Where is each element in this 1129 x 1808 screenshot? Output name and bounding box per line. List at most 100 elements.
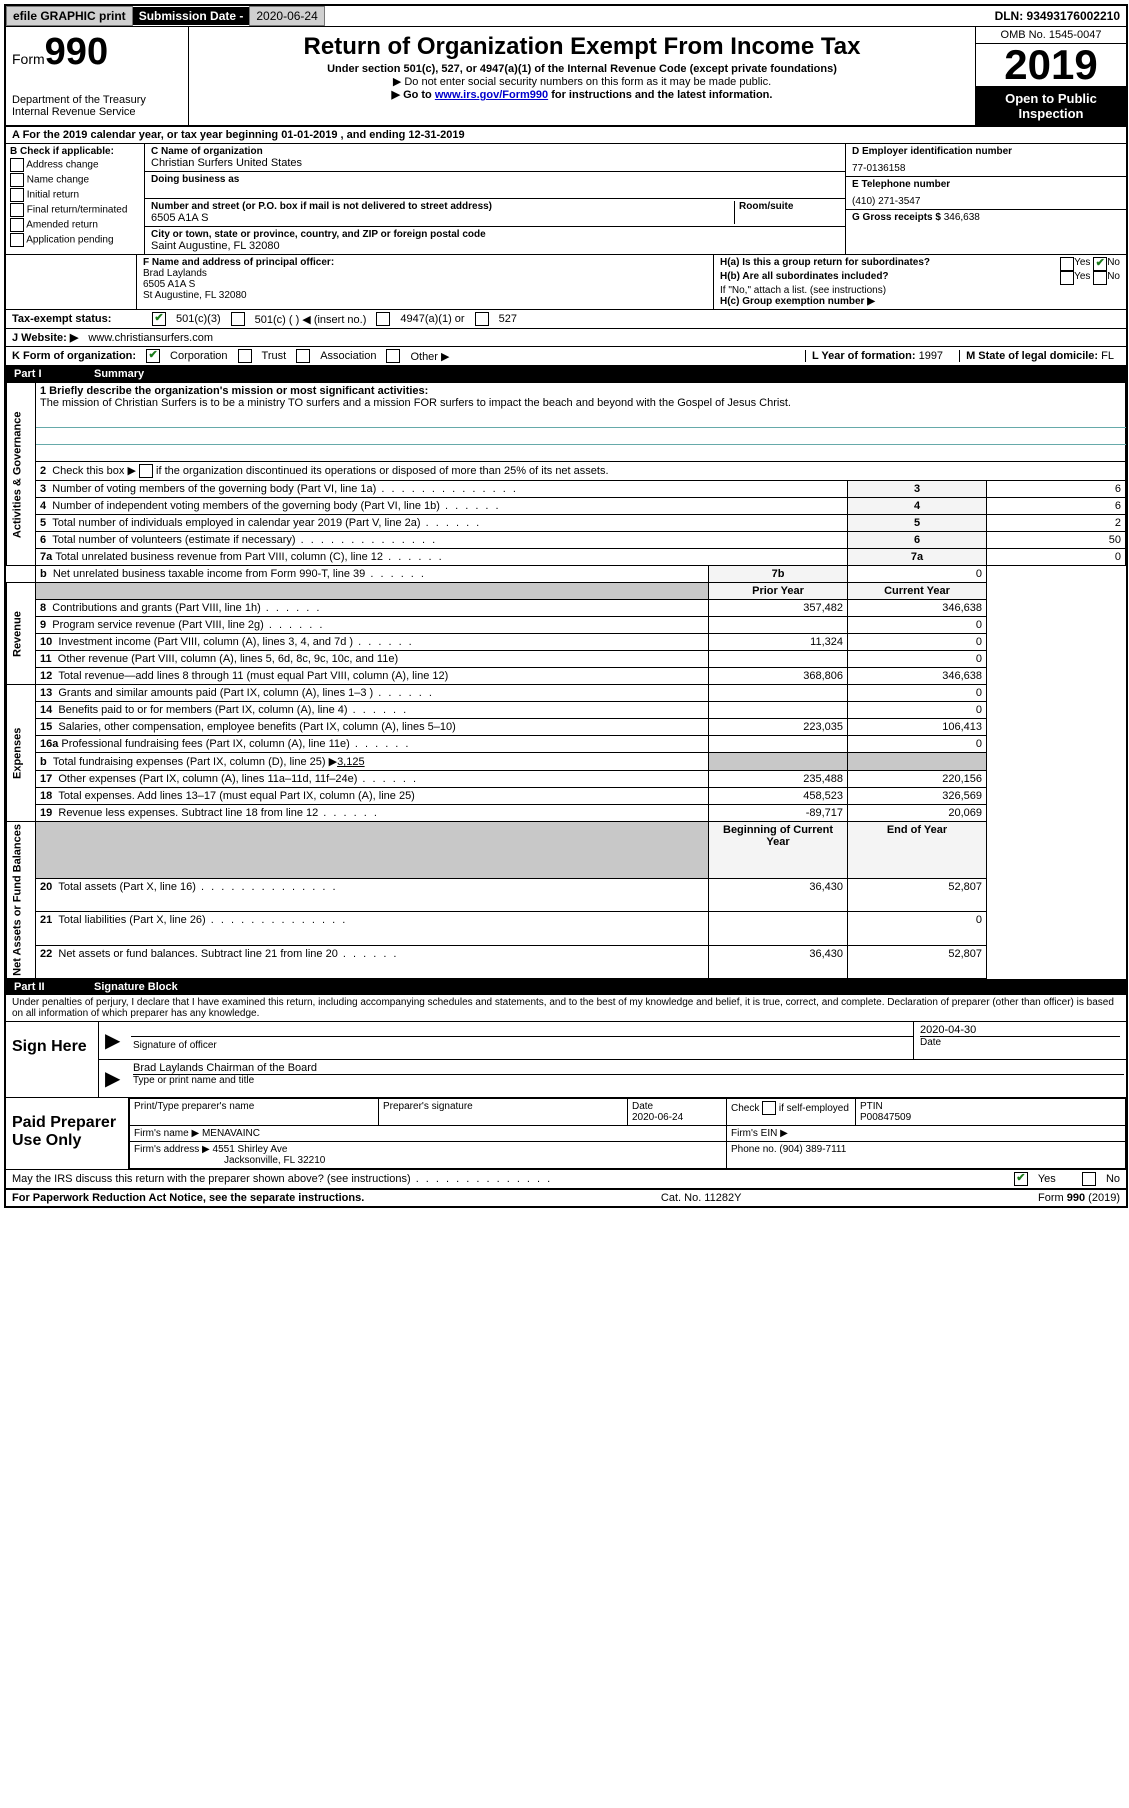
- efile-button[interactable]: efile GRAPHIC print: [6, 6, 133, 26]
- paid-preparer-label: Paid Preparer Use Only: [6, 1098, 129, 1169]
- line-a: A For the 2019 calendar year, or tax yea…: [6, 127, 1126, 144]
- subtitle-1: Under section 501(c), 527, or 4947(a)(1)…: [197, 63, 967, 75]
- address-label: Number and street (or P.O. box if mail i…: [151, 201, 734, 212]
- checkbox-discuss-yes[interactable]: [1014, 1172, 1028, 1186]
- checkbox-corporation[interactable]: [146, 349, 160, 363]
- firm-phone-label: Phone no.: [731, 1144, 777, 1155]
- checkbox-final-return[interactable]: [10, 203, 24, 217]
- checkbox-501c[interactable]: [231, 312, 245, 326]
- checkbox-application-pending[interactable]: [10, 233, 24, 247]
- paperwork-notice: For Paperwork Reduction Act Notice, see …: [12, 1192, 364, 1204]
- table-row: 19 Revenue less expenses. Subtract line …: [7, 805, 1126, 822]
- org-name-label: C Name of organization: [151, 146, 839, 157]
- checkbox-discontinued[interactable]: [139, 464, 153, 478]
- checkbox-name-change[interactable]: [10, 173, 24, 187]
- firm-addr-label: Firm's address ▶: [134, 1144, 210, 1155]
- dln: DLN: 93493176002210: [989, 7, 1126, 25]
- subtitle-2: ▶ Do not enter social security numbers o…: [197, 75, 967, 88]
- table-row: b Total fundraising expenses (Part IX, c…: [7, 753, 1126, 771]
- table-row: 22 Net assets or fund balances. Subtract…: [7, 945, 1126, 978]
- side-net-assets: Net Assets or Fund Balances: [7, 822, 36, 979]
- firm-ein-label: Firm's EIN ▶: [731, 1128, 788, 1139]
- discuss-label: May the IRS discuss this return with the…: [12, 1173, 552, 1185]
- checkbox-association[interactable]: [296, 349, 310, 363]
- officer-name: Brad Laylands: [143, 268, 707, 279]
- footer: For Paperwork Reduction Act Notice, see …: [6, 1189, 1126, 1206]
- table-row: 7a Total unrelated business revenue from…: [7, 549, 1126, 566]
- room-label: Room/suite: [739, 201, 839, 212]
- box-d-e-g: D Employer identification number 77-0136…: [845, 144, 1126, 254]
- checkbox-4947[interactable]: [376, 312, 390, 326]
- checkbox-hb-no[interactable]: [1093, 271, 1107, 285]
- preparer-date-label: Date: [632, 1101, 653, 1112]
- table-row: 21 Total liabilities (Part X, line 26)0: [7, 912, 1126, 945]
- officer-addr2: St Augustine, FL 32080: [143, 290, 707, 301]
- state-domicile-label: M State of legal domicile:: [966, 350, 1098, 362]
- part-1-header: Part I Summary: [6, 366, 1126, 382]
- submission-date-value: 2020-06-24: [249, 6, 324, 26]
- table-row: 11 Other revenue (Part VIII, column (A),…: [7, 651, 1126, 668]
- line-1-label: 1 Briefly describe the organization's mi…: [40, 385, 1121, 397]
- dba-label: Doing business as: [151, 174, 839, 185]
- h-c-label: H(c) Group exemption number ▶: [720, 296, 1120, 307]
- checkbox-501c3[interactable]: [152, 312, 166, 326]
- form-ref: Form 990 (2019): [1038, 1192, 1120, 1204]
- box-b: B Check if applicable: Address change Na…: [6, 144, 145, 254]
- firm-addr1: 4551 Shirley Ave: [213, 1144, 288, 1155]
- phone-label: E Telephone number: [852, 179, 1120, 190]
- ptin-label: PTIN: [860, 1101, 883, 1112]
- subtitle-3: ▶ Go to www.irs.gov/Form990 for instruct…: [197, 88, 967, 101]
- checkbox-ha-yes[interactable]: [1060, 257, 1074, 271]
- checkbox-address-change[interactable]: [10, 158, 24, 172]
- end-year-header: End of Year: [848, 822, 987, 879]
- table-row: 9 Program service revenue (Part VIII, li…: [7, 617, 1126, 634]
- ptin: P00847509: [860, 1112, 911, 1123]
- top-strip: efile GRAPHIC print Submission Date - 20…: [6, 6, 1126, 27]
- table-row: 20 Total assets (Part X, line 16)36,4305…: [7, 878, 1126, 911]
- form-title: Return of Organization Exempt From Incom…: [197, 33, 967, 61]
- prior-year-header: Prior Year: [709, 583, 848, 600]
- irs-link[interactable]: www.irs.gov/Form990: [435, 89, 548, 101]
- preparer-date: 2020-06-24: [632, 1112, 683, 1123]
- gross-receipts-label: G Gross receipts $: [852, 212, 941, 223]
- sign-here-block: Sign Here ▶ Signature of officer 2020-04…: [6, 1021, 1126, 1098]
- h-b-label: H(b) Are all subordinates included?: [720, 271, 889, 282]
- dept-treasury: Department of the Treasury: [12, 94, 182, 106]
- perjury-declaration: Under penalties of perjury, I declare th…: [6, 995, 1126, 1021]
- h-a-label: H(a) Is this a group return for subordin…: [720, 257, 930, 268]
- ein-label: D Employer identification number: [852, 146, 1120, 157]
- state-domicile: FL: [1101, 350, 1114, 362]
- sig-officer-label: Signature of officer: [133, 1040, 217, 1051]
- checkbox-initial-return[interactable]: [10, 188, 24, 202]
- table-row: 6 Total number of volunteers (estimate i…: [7, 532, 1126, 549]
- checkbox-hb-yes[interactable]: [1060, 271, 1074, 285]
- h-b-note: If "No," attach a list. (see instruction…: [720, 285, 1120, 296]
- checkbox-discuss-no[interactable]: [1082, 1172, 1096, 1186]
- checkbox-ha-no[interactable]: [1093, 257, 1107, 271]
- cat-no: Cat. No. 11282Y: [661, 1192, 742, 1204]
- firm-addr2: Jacksonville, FL 32210: [224, 1155, 325, 1166]
- form-header: Form990 Department of the Treasury Inter…: [6, 27, 1126, 127]
- table-row: 10 Investment income (Part VIII, column …: [7, 634, 1126, 651]
- summary-table: Activities & Governance 1 Briefly descri…: [6, 382, 1126, 979]
- irs-label: Internal Revenue Service: [12, 106, 182, 118]
- identity-grid: B Check if applicable: Address change Na…: [6, 144, 1126, 255]
- paid-preparer-block: Paid Preparer Use Only Print/Type prepar…: [6, 1098, 1126, 1170]
- checkbox-self-employed[interactable]: [762, 1101, 776, 1115]
- side-revenue: Revenue: [7, 583, 36, 685]
- box-c: C Name of organization Christian Surfers…: [145, 144, 845, 254]
- form-container: efile GRAPHIC print Submission Date - 20…: [4, 4, 1128, 1208]
- city-label: City or town, state or province, country…: [151, 229, 839, 240]
- checkbox-trust[interactable]: [238, 349, 252, 363]
- table-row: 18 Total expenses. Add lines 13–17 (must…: [7, 788, 1126, 805]
- submission-date-label: Submission Date -: [133, 7, 250, 25]
- table-row: 8 Contributions and grants (Part VIII, l…: [7, 600, 1126, 617]
- checkbox-527[interactable]: [475, 312, 489, 326]
- checkbox-other[interactable]: [386, 349, 400, 363]
- table-row: 14 Benefits paid to or for members (Part…: [7, 702, 1126, 719]
- checkbox-amended-return[interactable]: [10, 218, 24, 232]
- table-row: 16a Professional fundraising fees (Part …: [7, 736, 1126, 753]
- part-2-title: Signature Block: [94, 981, 178, 993]
- gross-receipts: 346,638: [944, 212, 980, 223]
- firm-name-label: Firm's name ▶: [134, 1128, 199, 1139]
